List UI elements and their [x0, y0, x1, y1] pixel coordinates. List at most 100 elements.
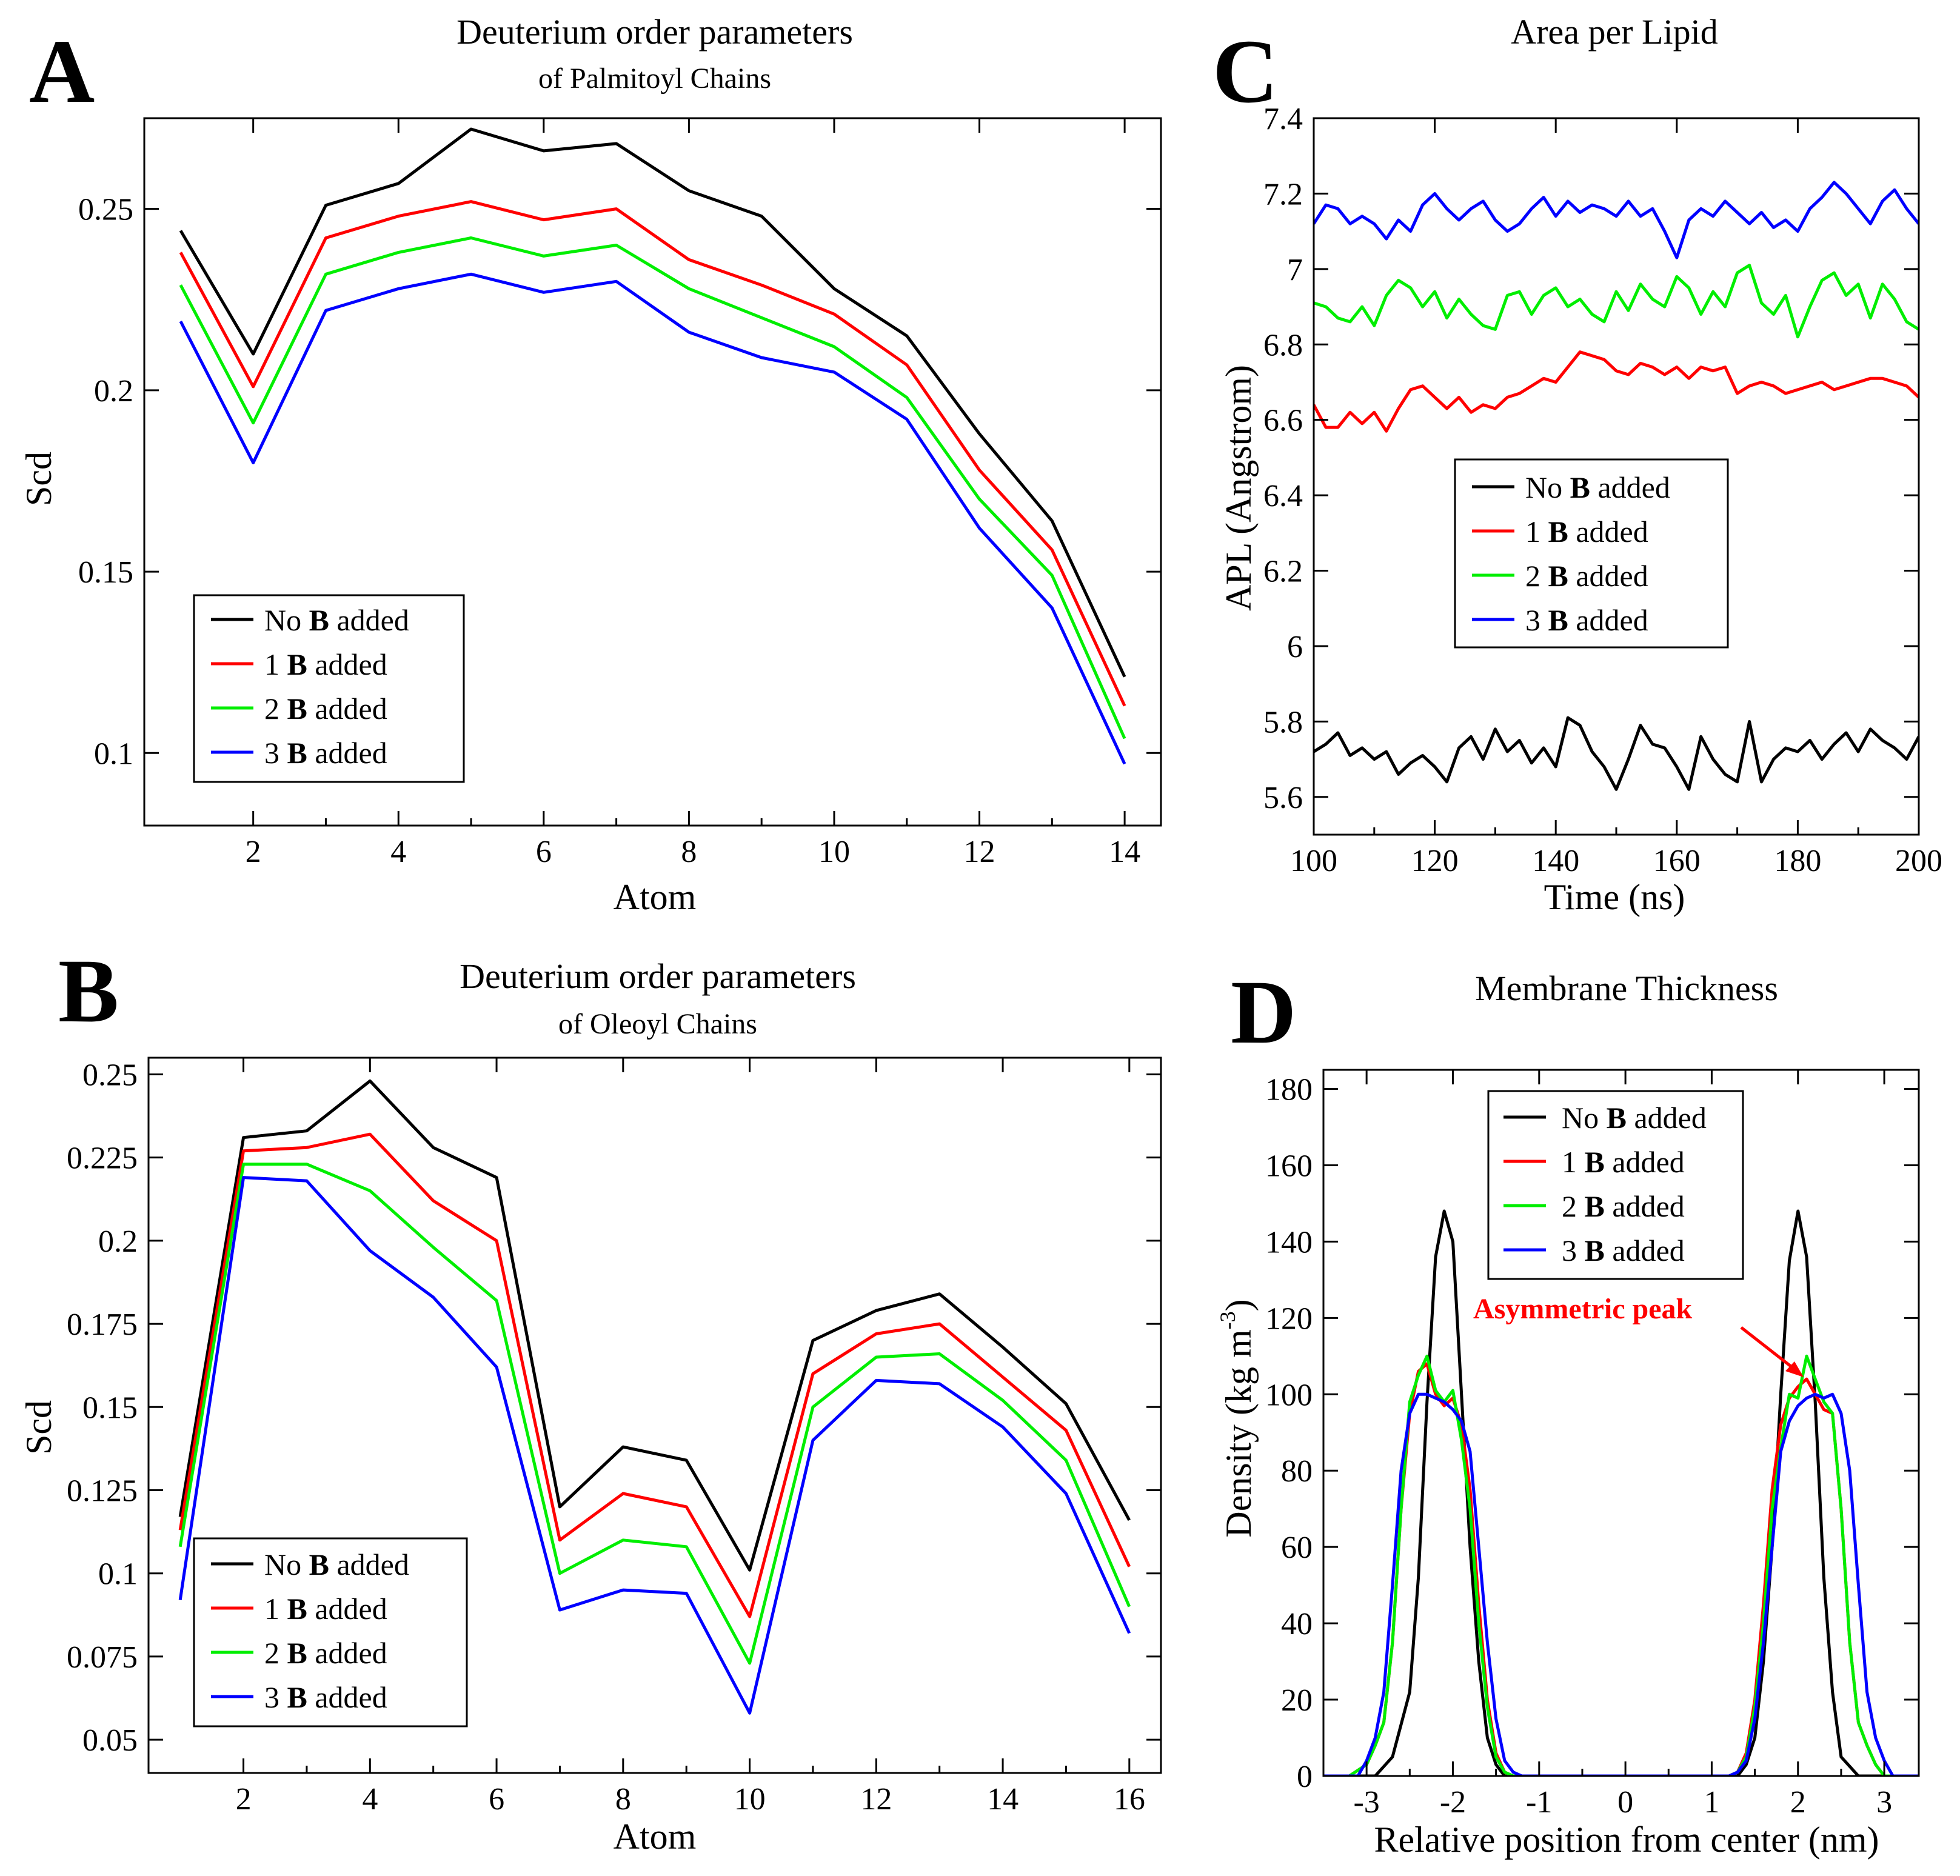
chart-d-xtick-label-3: 0: [1617, 1785, 1633, 1820]
chart-b-series-0: [178, 1079, 1131, 1572]
chart-b-ytick-label-7: 0.225: [67, 1141, 138, 1176]
chart-a-xtick-label-0: 2: [246, 835, 261, 869]
chart-c-ytick-label-2: 6: [1287, 630, 1303, 664]
chart-d-legend-item-1: 1 B added: [1562, 1145, 1685, 1179]
chart-a-plot: 2 4 6 8 10 12 14 0.1 0.15 0.2 0.25: [78, 117, 1162, 869]
chart-c-legend-item-3: 3 B added: [1525, 603, 1648, 637]
chart-b-series-2: [178, 1163, 1131, 1665]
chart-c-legend: No B added 1 B added 2 B added 3 B added: [1454, 458, 1729, 649]
chart-d-ylabel: Density (kg m-3): [1216, 1299, 1259, 1537]
chart-c-xlabel: Time (ns): [1544, 877, 1685, 917]
chart-c-legend-item-1: 1 B added: [1525, 515, 1648, 549]
chart-d-ylabel-sup: -3: [1216, 1311, 1240, 1329]
chart-c-title: Area per Lipid: [1511, 12, 1718, 52]
chart-d-series-0: [1323, 1209, 1919, 1776]
panel-letter-d: D: [1231, 962, 1296, 1063]
chart-a-ytick-label-0: 0.1: [94, 736, 133, 771]
chart-d-legend-item-3: 3 B added: [1562, 1233, 1685, 1267]
chart-a-legend-item-2: 2 B added: [264, 692, 387, 726]
chart-a-frame: [143, 117, 1162, 827]
chart-c-series-0: [1314, 716, 1919, 791]
chart-a-series-3: [179, 272, 1126, 765]
chart-c-xtick-label-4: 180: [1774, 844, 1821, 878]
chart-c-ytick-label-3: 6.2: [1263, 555, 1303, 589]
chart-c-series-3: [1314, 181, 1919, 259]
chart-d-annotation: Asymmetric peak: [1473, 1293, 1804, 1377]
chart-b-xtick-label-5: 12: [860, 1782, 892, 1817]
asymmetric-peak-label: Asymmetric peak: [1473, 1293, 1693, 1325]
chart-d-legend: No B added 1 B added 2 B added 3 B added: [1487, 1090, 1744, 1280]
panel-letter-c: C: [1212, 21, 1278, 122]
asymmetric-peak-arrowhead: [1785, 1361, 1804, 1377]
chart-b-legend-box: [193, 1537, 468, 1727]
chart-c-ytick-label-1: 5.8: [1263, 705, 1303, 739]
chart-d-ytick-label-6: 120: [1265, 1301, 1313, 1336]
chart-d-ytick-label-0: 0: [1297, 1760, 1313, 1794]
chart-a-ytick-label-2: 0.2: [94, 374, 133, 409]
chart-b-title: Deuterium order parameters: [460, 956, 856, 996]
chart-d-ytick-label-9: 180: [1265, 1072, 1313, 1107]
chart-d-xtick-label-0: -3: [1353, 1785, 1379, 1820]
chart-a-xtick-label-5: 12: [964, 835, 995, 869]
chart-c-ylabel: APL (Angstrom): [1219, 365, 1259, 611]
chart-d-frame: [1322, 1069, 1920, 1777]
chart-b-xtick-label-4: 10: [734, 1782, 766, 1817]
chart-b-series-1: [178, 1132, 1131, 1618]
chart-a-ytick-label-3: 0.25: [78, 193, 133, 227]
chart-d-xtick-label-5: 2: [1790, 1785, 1806, 1820]
chart-d-legend-item-2: 2 B added: [1562, 1189, 1685, 1223]
chart-d-xlabel: Relative position from center (nm): [1374, 1820, 1879, 1860]
chart-d-xtick-label-6: 3: [1876, 1785, 1892, 1820]
chart-a-xtick-label-1: 4: [390, 835, 406, 869]
chart-b-ytick-label-0: 0.05: [82, 1723, 138, 1758]
panel-letter-a: A: [29, 21, 95, 122]
chart-b-xtick-label-7: 16: [1114, 1782, 1145, 1817]
chart-b-xtick-label-0: 2: [236, 1782, 252, 1817]
chart-c-ytick-label-8: 7.2: [1263, 177, 1303, 212]
chart-b-series-group: [178, 1079, 1131, 1715]
chart-d-xtick-label-4: 1: [1704, 1785, 1719, 1820]
chart-a-ytick-label-1: 0.15: [78, 555, 133, 590]
chart-d-ytick-label-4: 80: [1281, 1454, 1313, 1489]
chart-d-ytick-label-8: 160: [1265, 1149, 1313, 1183]
asymmetric-peak-arrow-line: [1740, 1326, 1801, 1374]
chart-c-ytick-label-5: 6.6: [1263, 404, 1303, 438]
chart-c-xtick-label-1: 120: [1411, 844, 1459, 878]
chart-d-plot: -3 -2 -1 0 1 2 3 0 20 40 60 80 100 120 140 160 180: [1265, 1069, 1920, 1820]
chart-b-ytick-label-3: 0.125: [67, 1474, 138, 1508]
chart-c-plot: 100 120 140 160 180 200 5.6 5.8 6 6.2 6.4 6.6 6.8 7 7.…: [1263, 102, 1942, 878]
chart-b-ytick-label-5: 0.175: [67, 1307, 138, 1342]
chart-d-title: Membrane Thickness: [1475, 969, 1778, 1008]
chart-a-legend-item-0: No B added: [264, 603, 409, 637]
chart-d-ytick-label-2: 40: [1281, 1607, 1313, 1641]
chart-d-ylabel-main: Density (kg m: [1219, 1329, 1259, 1537]
chart-a-xtick-label-6: 14: [1109, 835, 1140, 869]
chart-b-ytick-label-2: 0.1: [98, 1557, 138, 1592]
chart-c-xtick-label-3: 160: [1653, 844, 1701, 878]
chart-b-legend-item-3: 3 B added: [264, 1680, 387, 1714]
chart-b-legend: No B added 1 B added 2 B added 3 B added: [193, 1537, 468, 1727]
chart-a-xlabel: Atom: [614, 877, 697, 917]
chart-b-xtick-label-2: 6: [489, 1782, 504, 1817]
chart-c-series-2: [1314, 264, 1919, 339]
chart-b-xlabel: Atom: [614, 1817, 697, 1857]
chart-c-xtick-label-0: 100: [1290, 844, 1337, 878]
chart-b-legend-item-2: 2 B added: [264, 1636, 387, 1670]
chart-a-legend: No B added 1 B added 2 B added 3 B added: [193, 594, 465, 783]
chart-a-legend-item-3: 3 B added: [264, 736, 387, 770]
chart-a-title: Deuterium order parameters: [457, 12, 853, 52]
chart-d-ytick-label-1: 20: [1281, 1683, 1313, 1718]
chart-b-ytick-label-1: 0.075: [67, 1640, 138, 1675]
chart-b-subtitle: of Oleoyl Chains: [558, 1008, 757, 1040]
chart-c-ytick-label-4: 6.4: [1263, 479, 1303, 513]
chart-a-xtick-label-3: 8: [681, 835, 697, 869]
chart-a-series-group: [179, 127, 1126, 765]
chart-d-legend-box: [1487, 1090, 1744, 1280]
chart-d-xtick-label-2: -1: [1526, 1785, 1552, 1820]
chart-b-xtick-label-1: 4: [362, 1782, 378, 1817]
chart-d-ytick-label-5: 100: [1265, 1378, 1313, 1412]
chart-b-series-3: [178, 1176, 1131, 1715]
chart-c-ytick-label-9: 7.4: [1263, 102, 1303, 136]
chart-b-ytick-label-6: 0.2: [98, 1224, 138, 1259]
